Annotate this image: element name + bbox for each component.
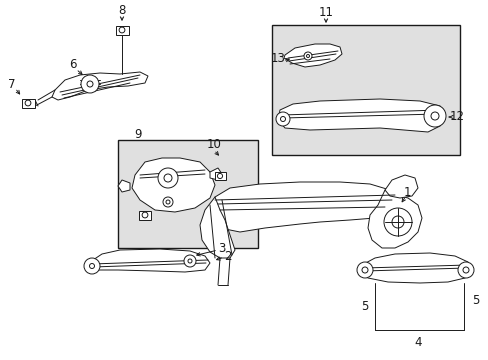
Circle shape [423,105,445,127]
Text: 5: 5 [360,301,367,314]
Text: 10: 10 [206,138,221,150]
Circle shape [361,267,367,273]
Circle shape [304,52,311,60]
Circle shape [163,174,172,182]
Circle shape [163,197,173,207]
Text: 3: 3 [218,242,225,255]
Bar [21,99,35,108]
Text: 7: 7 [8,78,16,91]
Circle shape [217,174,222,179]
Text: 11: 11 [318,5,333,18]
Circle shape [89,264,94,269]
Circle shape [84,258,100,274]
Circle shape [356,262,372,278]
Circle shape [306,54,309,58]
Bar [115,26,128,35]
Text: 5: 5 [471,293,478,306]
Text: 6: 6 [69,58,77,72]
Polygon shape [52,72,148,100]
Text: 13: 13 [270,51,285,64]
Polygon shape [118,180,130,192]
Polygon shape [88,249,209,272]
Circle shape [158,168,178,188]
Circle shape [142,212,147,218]
Text: 12: 12 [448,111,464,123]
Polygon shape [367,190,421,248]
Circle shape [383,208,411,236]
Polygon shape [200,197,235,258]
Circle shape [457,262,473,278]
Circle shape [25,100,31,106]
Bar [139,211,151,220]
Circle shape [119,27,124,33]
Circle shape [275,112,289,126]
Polygon shape [284,44,341,67]
Polygon shape [209,168,222,180]
Text: 4: 4 [413,337,421,350]
Circle shape [280,117,285,122]
Polygon shape [132,158,215,212]
Circle shape [430,112,438,120]
Polygon shape [278,99,444,132]
Text: 9: 9 [134,129,142,141]
Circle shape [187,259,192,263]
Text: 8: 8 [118,4,125,17]
Polygon shape [359,253,469,283]
Circle shape [391,216,403,228]
Bar [118,140,258,248]
Bar [271,25,459,155]
Circle shape [81,75,99,93]
Circle shape [462,267,468,273]
Text: 1: 1 [403,185,410,198]
Polygon shape [384,175,417,198]
Circle shape [183,255,196,267]
Text: 2: 2 [224,251,231,264]
Circle shape [87,81,93,87]
Polygon shape [209,182,397,232]
Circle shape [165,200,170,204]
Bar [214,172,225,180]
